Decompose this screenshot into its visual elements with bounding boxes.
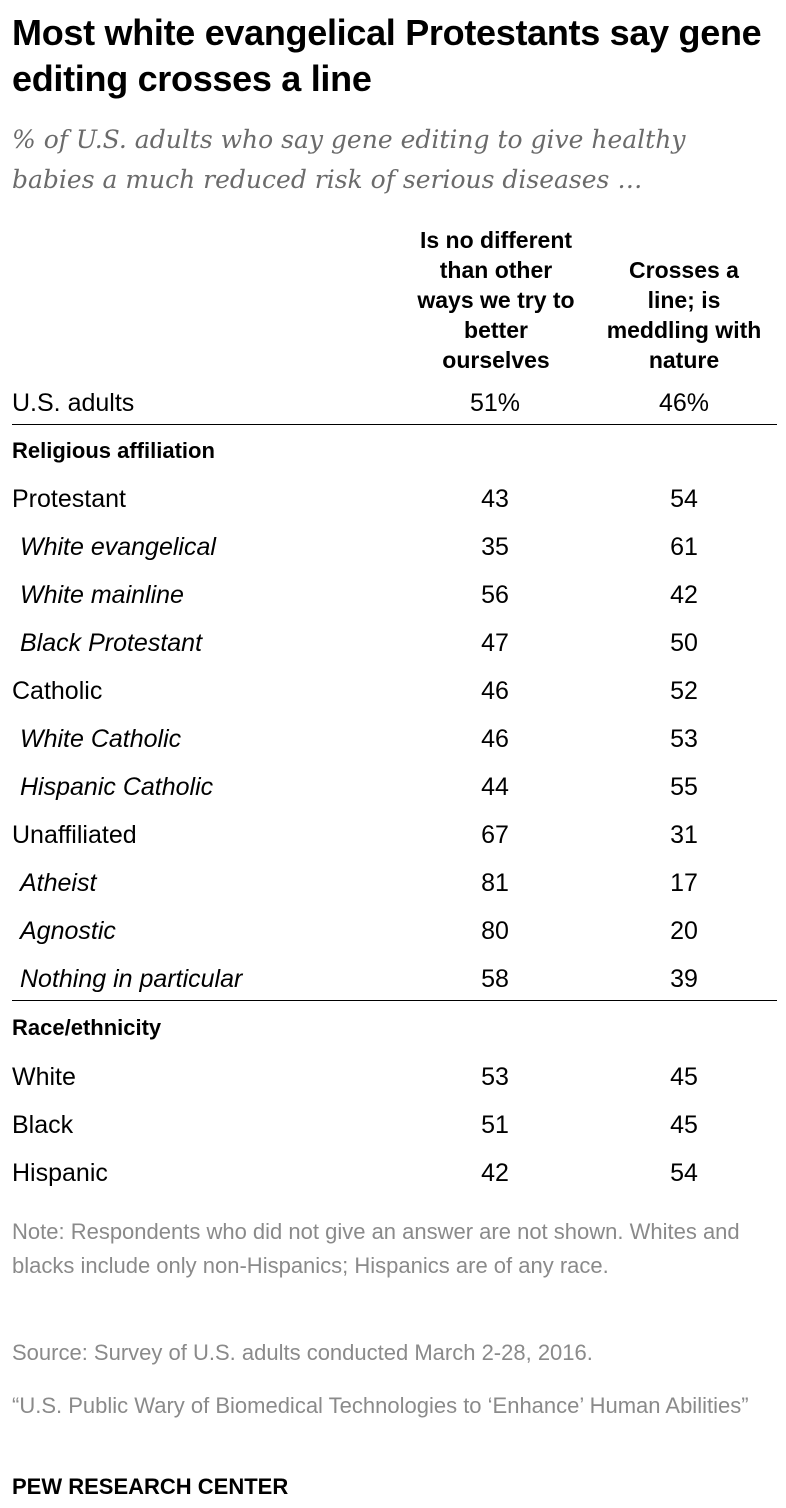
value-crosses-line: 39	[670, 965, 698, 993]
row-label: Hispanic Catholic	[20, 773, 214, 801]
table-row: Hispanic Catholic 44 55	[0, 763, 786, 811]
value-crosses-line: 54	[670, 485, 698, 513]
col2-line: meddling with	[606, 317, 762, 343]
value-crosses-line: 54	[670, 1159, 698, 1187]
value-no-different: 46	[481, 677, 509, 705]
table-row: Unaffiliated 67 31	[0, 811, 786, 859]
table-row: Black 51 45	[0, 1101, 786, 1149]
table-row: White evangelical 35 61	[0, 523, 786, 571]
column-header-no-different: Is no different than other ways we try to b…	[398, 225, 594, 375]
chart-title: Most white evangelical Protestants say g…	[12, 12, 762, 99]
section-heading-religion: Religious affiliation	[12, 438, 215, 463]
col2-line: Crosses a	[629, 257, 739, 283]
row-label: Atheist	[20, 869, 97, 897]
value-no-different: 81	[481, 869, 509, 897]
row-label: White evangelical	[20, 533, 216, 561]
value-crosses-line: 61	[670, 533, 698, 561]
value-no-different: 42	[481, 1159, 509, 1187]
row-label: Nothing in particular	[20, 965, 243, 993]
col1-line: better	[464, 317, 528, 343]
value-no-different: 46	[481, 725, 509, 753]
col1-line: Is no different	[419, 227, 573, 253]
table-row: Agnostic 80 20	[0, 907, 786, 955]
value-crosses-line: 50	[670, 629, 698, 657]
brand-logo-text: PEW RESEARCH CENTER	[12, 1474, 289, 1499]
total-row: U.S. adults 51% 46%	[0, 379, 786, 427]
divider-line	[12, 1000, 777, 1001]
table-row: Atheist 81 17	[0, 859, 786, 907]
note-text: Note: Respondents who did not give an an…	[12, 1219, 740, 1278]
value-no-different: 35	[481, 533, 509, 561]
row-label: Unaffiliated	[12, 821, 137, 849]
value-crosses-line: 52	[670, 677, 698, 705]
col1-line: ourselves	[442, 347, 550, 373]
report-title-text: “U.S. Public Wary of Biomedical Technolo…	[12, 1393, 749, 1418]
total-value-no-different: 51%	[469, 389, 521, 417]
value-crosses-line: 53	[670, 725, 698, 753]
section-heading-race: Race/ethnicity	[12, 1015, 162, 1040]
column-header-crosses-line: Crosses a line; is meddling with nature	[589, 255, 779, 375]
value-no-different: 67	[481, 821, 509, 849]
row-label: Agnostic	[20, 917, 116, 945]
value-no-different: 44	[481, 773, 509, 801]
value-crosses-line: 17	[670, 869, 698, 897]
source-text: Source: Survey of U.S. adults conducted …	[12, 1340, 593, 1365]
table-row: Black Protestant 47 50	[0, 619, 786, 667]
value-crosses-line: 20	[670, 917, 698, 945]
value-no-different: 47	[481, 629, 509, 657]
row-label: Protestant	[12, 485, 126, 513]
value-crosses-line: 55	[670, 773, 698, 801]
value-no-different: 51	[481, 1111, 509, 1139]
col2-line: line; is	[647, 287, 721, 313]
value-crosses-line: 42	[670, 581, 698, 609]
value-no-different: 43	[481, 485, 509, 513]
total-row-label: U.S. adults	[12, 389, 135, 417]
row-label: White Catholic	[20, 725, 182, 753]
table-row: White 53 45	[0, 1053, 786, 1101]
col1-line: than other	[439, 257, 553, 283]
col1-line: ways we try to	[417, 287, 575, 313]
value-no-different: 56	[481, 581, 509, 609]
table-row: Nothing in particular 58 39	[0, 955, 786, 1003]
total-value-crosses-line: 46%	[658, 389, 710, 417]
value-crosses-line: 31	[670, 821, 698, 849]
row-label: Hispanic	[12, 1159, 108, 1187]
value-crosses-line: 45	[670, 1063, 698, 1091]
row-label: White mainline	[20, 581, 184, 609]
chart-subtitle: % of U.S. adults who say gene editing to…	[12, 125, 686, 194]
row-label: Catholic	[12, 677, 103, 705]
table-row: White Catholic 46 53	[0, 715, 786, 763]
table-row: Catholic 46 52	[0, 667, 786, 715]
col2-line: nature	[648, 347, 720, 373]
table-row: Hispanic 42 54	[0, 1149, 786, 1197]
table-row: Protestant 43 54	[0, 475, 786, 523]
value-no-different: 53	[481, 1063, 509, 1091]
row-label: White	[12, 1063, 76, 1091]
value-no-different: 80	[481, 917, 509, 945]
divider-line	[12, 424, 777, 425]
row-label: Black Protestant	[20, 629, 203, 657]
row-label: Black	[12, 1111, 74, 1139]
table-row: White mainline 56 42	[0, 571, 786, 619]
value-crosses-line: 45	[670, 1111, 698, 1139]
value-no-different: 58	[481, 965, 509, 993]
